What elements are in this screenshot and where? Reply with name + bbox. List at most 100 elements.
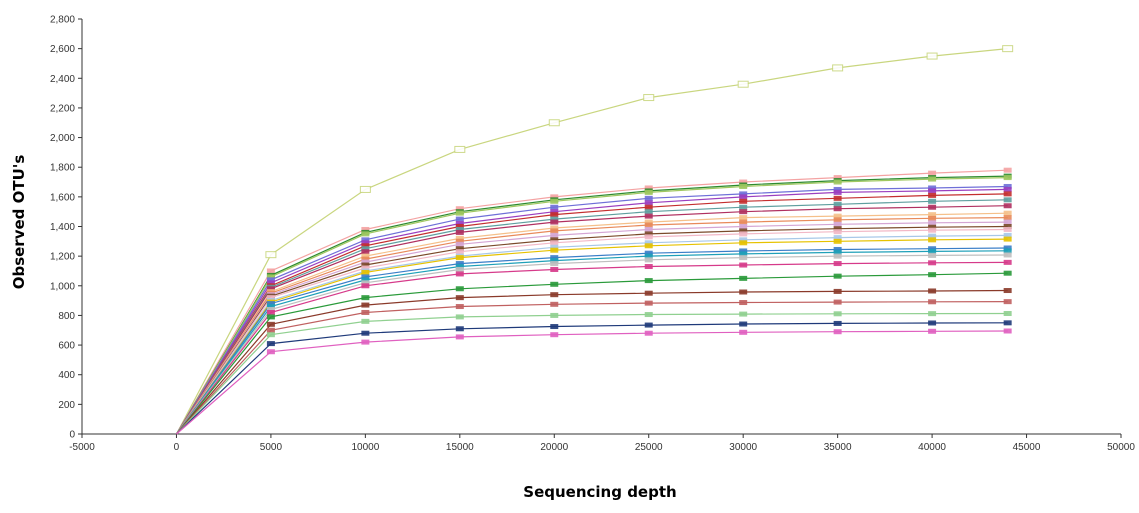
series-line: [176, 228, 1008, 435]
x-tick-label: 40000: [918, 442, 946, 453]
data-point: [644, 189, 653, 195]
data-point: [833, 299, 842, 305]
data-point: [644, 330, 653, 336]
data-point: [1003, 186, 1012, 192]
series-21: [176, 270, 1012, 435]
data-point: [550, 204, 559, 210]
data-point: [550, 332, 559, 338]
data-point: [266, 341, 275, 347]
y-tick-label: 1,000: [50, 281, 75, 292]
data-point: [739, 289, 748, 295]
series-4: [175, 175, 1012, 435]
data-point: [455, 249, 464, 255]
data-point: [550, 301, 559, 307]
data-point: [739, 300, 748, 306]
data-point: [361, 295, 370, 301]
x-tick-label: 35000: [824, 442, 852, 453]
data-point: [833, 189, 842, 195]
data-point: [739, 219, 748, 225]
series-26: [176, 328, 1012, 435]
data-point: [550, 198, 559, 204]
data-point: [928, 220, 937, 226]
data-point: [739, 321, 748, 327]
y-tick-label: 400: [58, 370, 75, 381]
series-23: [176, 299, 1012, 435]
data-point: [833, 261, 842, 267]
data-point: [928, 188, 937, 194]
data-point: [928, 288, 937, 294]
data-point: [739, 209, 748, 215]
y-tick-label: 800: [58, 311, 75, 322]
x-tick-label: 45000: [1013, 442, 1041, 453]
data-point: [455, 271, 464, 277]
series-19: [176, 252, 1012, 435]
x-tick-label: 0: [174, 442, 180, 453]
data-point: [833, 320, 842, 326]
data-point: [455, 334, 464, 340]
data-point: [550, 219, 559, 225]
data-point: [1003, 175, 1012, 181]
data-point: [928, 320, 937, 326]
y-tick-label: 2,600: [50, 44, 75, 55]
data-point: [833, 195, 842, 201]
data-point: [739, 224, 748, 229]
data-point: [833, 179, 842, 185]
data-point: [1003, 299, 1012, 305]
data-point: [361, 339, 370, 345]
data-point: [550, 232, 559, 238]
data-point: [455, 314, 464, 320]
data-point: [550, 281, 559, 287]
data-point: [550, 312, 559, 318]
data-point: [739, 215, 748, 221]
series-line: [175, 48, 1008, 435]
data-point: [833, 206, 842, 212]
y-tick-label: 200: [58, 400, 75, 411]
data-point: [1003, 248, 1012, 254]
data-point: [455, 255, 464, 261]
series-line: [175, 188, 1008, 435]
data-point: [1003, 197, 1012, 203]
data-point: [739, 255, 748, 261]
data-point: [550, 324, 559, 330]
series-line: [176, 238, 1008, 435]
data-point: [266, 327, 275, 333]
y-axis-title: Observed OTU's: [10, 155, 28, 290]
data-point: [739, 329, 748, 335]
data-point: [833, 229, 842, 235]
series-24: [176, 311, 1012, 435]
data-point: [928, 192, 937, 198]
series-16: [176, 236, 1012, 435]
data-point: [644, 222, 653, 228]
y-tick-label: 2,000: [50, 133, 75, 144]
data-point: [928, 237, 937, 243]
series-line: [175, 205, 1008, 435]
data-point: [643, 94, 655, 102]
data-point: [1003, 215, 1012, 221]
x-tick-label: 5000: [260, 442, 283, 453]
data-point: [739, 194, 748, 200]
series-line: [176, 330, 1008, 435]
data-point: [644, 213, 653, 219]
data-point: [833, 221, 842, 227]
y-tick-label: 1,400: [50, 222, 75, 233]
series-line: [176, 212, 1008, 435]
data-point: [928, 311, 937, 317]
data-point: [644, 312, 653, 318]
data-point: [928, 176, 937, 182]
data-point: [739, 311, 748, 317]
y-tick-label: 1,800: [50, 163, 75, 174]
series-14: [176, 226, 1012, 435]
series-layer: [175, 45, 1014, 435]
series-line: [175, 169, 1008, 435]
data-point: [928, 328, 937, 334]
x-tick-label: 30000: [729, 442, 757, 453]
data-point: [644, 195, 653, 201]
data-point: [1003, 191, 1012, 197]
x-tick-label: 10000: [351, 442, 379, 453]
data-point: [550, 228, 559, 234]
data-point: [455, 241, 464, 247]
data-point: [266, 314, 275, 320]
y-tick-label: 2,400: [50, 74, 75, 85]
series-17: [176, 245, 1012, 435]
